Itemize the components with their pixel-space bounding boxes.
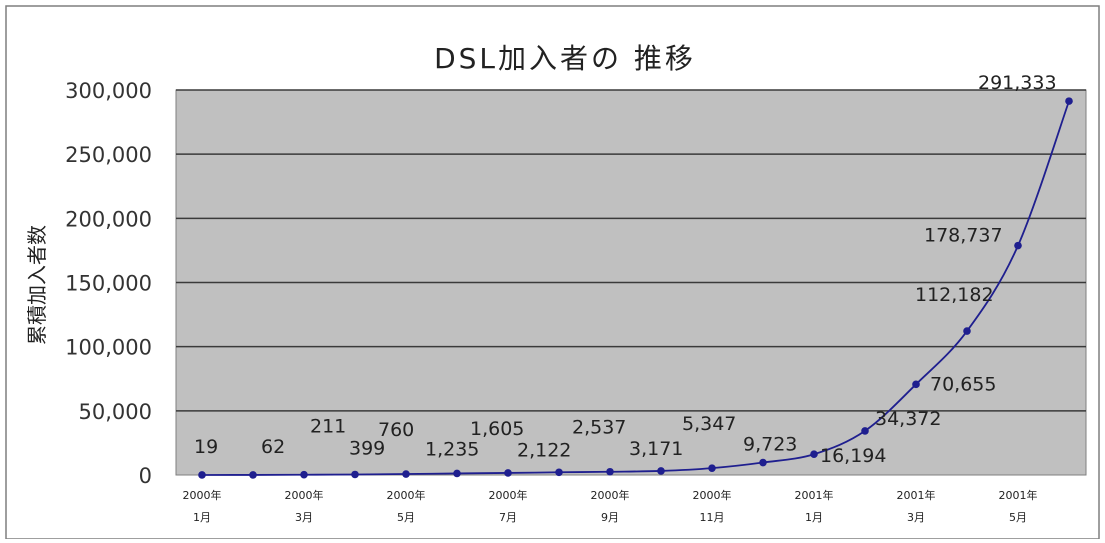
data-label: 70,655 [930,373,996,395]
x-tick-year: 2001年 [999,488,1038,502]
data-label: 178,737 [924,225,1003,247]
y-tick-label: 200,000 [65,207,152,231]
data-point [351,470,359,479]
data-point [861,427,869,435]
data-point [963,327,971,335]
y-tick-labels: 0 50,000 100,000 150,000 200,000 250,000 300,0… [65,79,152,488]
y-axis-label: 累積加入者数 [25,225,49,345]
x-tick-month: 1月 [193,511,211,524]
y-tick-label: 250,000 [65,143,152,167]
data-point [1014,241,1022,250]
data-point [810,450,818,459]
data-point [657,467,665,475]
x-tick-month: 9月 [601,511,619,524]
chart-title: DSL加入者の 推移 [434,42,696,75]
x-tick-month: 11月 [700,511,725,524]
x-tick-year: 2000年 [285,488,324,502]
y-tick-label: 300,000 [65,79,152,103]
data-label: 3,171 [629,438,683,460]
y-tick-label: 150,000 [65,272,152,296]
x-tick-month: 1月 [805,511,823,524]
x-tick-year: 2001年 [897,488,936,502]
x-tick-year: 2000年 [591,488,630,502]
x-tick-year: 2001年 [795,488,834,502]
data-label: 2,537 [572,417,626,439]
data-label: 34,372 [875,408,941,430]
x-tick-year: 2000年 [183,488,222,502]
data-point [708,464,716,472]
data-point [555,468,563,477]
gridlines [176,89,1086,412]
data-label: 5,347 [682,413,736,435]
data-label: 19 [194,436,218,458]
data-label: 1,235 [425,438,479,460]
data-point [453,469,461,478]
data-label: 399 [349,437,385,459]
x-tick-year: 2000年 [387,488,426,502]
x-tick-month: 5月 [397,511,415,524]
x-tick-month: 3月 [907,511,925,524]
y-tick-label: 100,000 [65,336,152,360]
y-tick-label: 0 [139,464,152,488]
data-label: 1,605 [470,418,524,440]
data-point [504,469,512,477]
data-point [198,471,206,479]
data-label: 9,723 [743,434,797,456]
x-tick-labels: 2000年 1月 2000年 3月 2000年 5月 2000年 7月 2000年 9月 2000年… [183,488,1038,524]
data-label: 112,182 [915,284,994,306]
data-label: 62 [261,436,285,458]
data-points [198,97,1073,479]
x-tick-year: 2000年 [693,488,732,502]
data-point [912,380,920,389]
data-point [300,470,308,479]
data-point [1065,97,1073,105]
data-point [402,470,410,478]
data-point [249,471,257,479]
y-tick-label: 50,000 [79,400,152,424]
data-point [606,467,614,476]
data-label: 211 [310,416,346,438]
data-label: 291,333 [978,72,1057,94]
data-point [759,458,767,467]
x-tick-year: 2000年 [489,488,528,502]
data-label: 2,122 [517,439,571,461]
x-tick-month: 7月 [499,511,517,524]
data-label: 760 [378,419,414,441]
x-tick-month: 3月 [295,511,313,524]
data-label: 16,194 [820,445,886,467]
x-tick-month: 5月 [1009,511,1027,524]
